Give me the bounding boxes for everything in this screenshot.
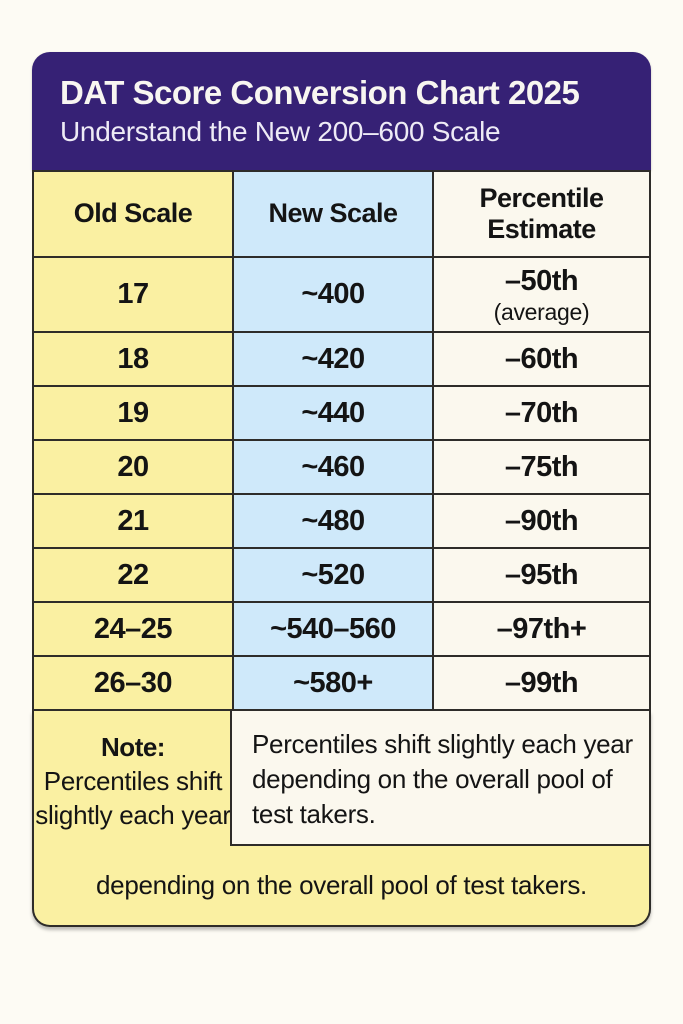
percentile-sub-label: (average)	[493, 298, 590, 325]
old-scale-cell: 18	[34, 333, 232, 386]
percentile-cell: –99th	[434, 657, 649, 710]
new-scale-value: ~460	[301, 450, 365, 483]
percentile-value: –75th	[504, 450, 579, 483]
chart-title: DAT Score Conversion Chart 2025	[60, 74, 580, 112]
old-scale-cell: 22	[34, 549, 232, 602]
percentile-value: –70th	[504, 396, 579, 429]
new-scale-value: ~420	[301, 342, 365, 375]
percentile-cell: –60th	[434, 333, 649, 386]
note-section: Note: Percentiles shift slightly each ye…	[32, 709, 651, 928]
old-scale-cell: 21	[34, 495, 232, 548]
old-scale-value: 21	[117, 504, 149, 537]
percentile-cell: –90th	[434, 495, 649, 548]
percentile-value: –90th	[504, 504, 579, 537]
column-header-old-scale: Old Scale	[34, 172, 232, 256]
old-scale-value: 20	[117, 450, 149, 483]
new-scale-value: ~400	[301, 278, 365, 311]
old-scale-cell: 24–25	[34, 603, 232, 656]
note-overflow-text: depending on the overall pool of test ta…	[96, 870, 587, 901]
old-scale-cell: 20	[34, 441, 232, 494]
percentile-value: –60th	[504, 342, 579, 375]
new-scale-value: ~580+	[293, 666, 373, 699]
new-scale-cell: ~580+	[234, 657, 432, 710]
new-scale-cell: ~460	[234, 441, 432, 494]
old-scale-value: 17	[117, 278, 149, 311]
new-scale-cell: ~540–560	[234, 603, 432, 656]
percentile-value: –95th	[504, 558, 579, 591]
new-scale-value: ~540–560	[270, 612, 396, 645]
percentile-value: –50th	[504, 265, 579, 297]
old-scale-value: 24–25	[93, 612, 173, 645]
new-scale-cell: ~440	[234, 387, 432, 440]
note-left-body: Percentiles shift slightly each year	[35, 765, 231, 830]
new-scale-value: ~440	[301, 396, 365, 429]
new-scale-value: ~480	[301, 504, 365, 537]
percentile-cell: –97th+	[434, 603, 649, 656]
note-box-text: Percentiles shift slightly each year dep…	[252, 729, 633, 830]
old-scale-value: 22	[117, 558, 149, 591]
percentile-cell: –95th	[434, 549, 649, 602]
new-scale-cell: ~520	[234, 549, 432, 602]
old-scale-value: 19	[117, 396, 149, 429]
chart-subtitle: Understand the New 200–600 Scale	[60, 116, 501, 147]
new-scale-cell: ~480	[234, 495, 432, 548]
note-left-text: Note: Percentiles shift slightly each ye…	[34, 731, 232, 832]
chart-header: DAT Score Conversion Chart 2025 Understa…	[32, 52, 651, 170]
chart-card: DAT Score Conversion Chart 2025 Understa…	[32, 52, 651, 928]
conversion-table: Old Scale New Scale Percentile Estimate …	[32, 170, 651, 712]
old-scale-cell: 17	[34, 258, 232, 332]
new-scale-cell: ~420	[234, 333, 432, 386]
note-label: Note:	[101, 732, 165, 763]
percentile-cell: –75th	[434, 441, 649, 494]
old-scale-cell: 19	[34, 387, 232, 440]
old-scale-cell: 26–30	[34, 657, 232, 710]
percentile-cell: –50th (average)	[434, 258, 649, 332]
old-scale-value: 26–30	[93, 666, 173, 699]
percentile-value: –99th	[504, 666, 579, 699]
new-scale-value: ~520	[301, 558, 365, 591]
note-box: Percentiles shift slightly each year dep…	[230, 709, 651, 847]
new-scale-cell: ~400	[234, 258, 432, 332]
old-scale-value: 18	[117, 342, 149, 375]
column-header-percentile-estimate: Percentile Estimate	[434, 172, 649, 256]
percentile-value: –97th+	[496, 612, 587, 645]
column-header-new-scale: New Scale	[234, 172, 432, 256]
percentile-cell: –70th	[434, 387, 649, 440]
